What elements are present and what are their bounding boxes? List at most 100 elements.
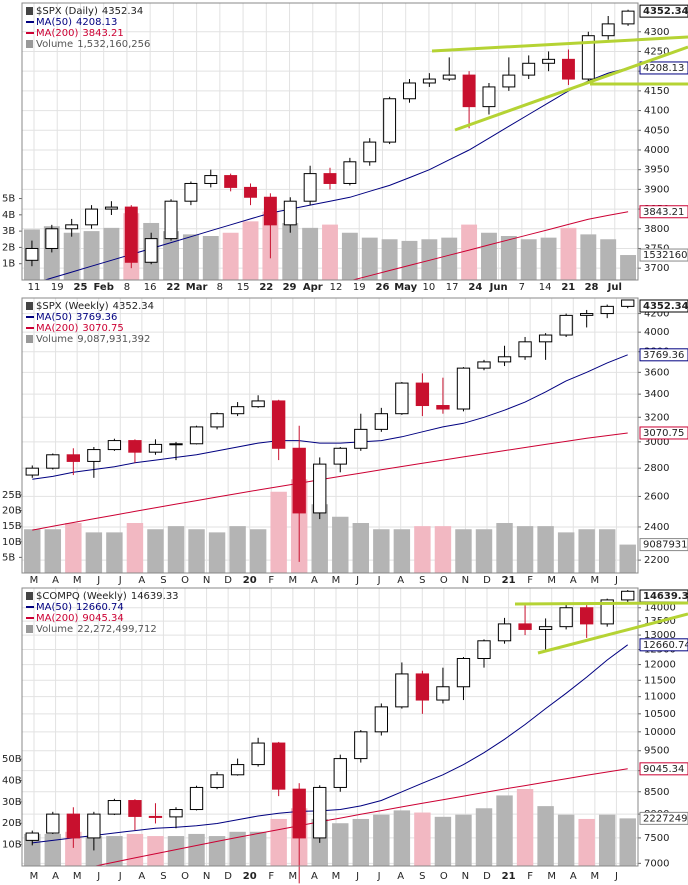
legend-title-value: 14639.33 (131, 591, 179, 602)
volume-bar (598, 814, 616, 866)
x-tick-label: O (181, 871, 189, 882)
y-tick-label: 9500 (644, 746, 669, 757)
x-tick-label: N (462, 871, 469, 882)
candle-body (107, 440, 122, 451)
candle-body (272, 742, 286, 790)
volume-bar (393, 810, 411, 866)
candle-body (580, 313, 594, 316)
volume-tick-label: 2B (2, 242, 15, 253)
volume-bar (126, 523, 144, 573)
volume-bar (619, 544, 636, 573)
candle-body (45, 228, 59, 249)
volume-tick-label: 20B (2, 818, 22, 829)
x-tick-label: 8 (124, 282, 130, 293)
x-tick-label: J (355, 871, 359, 882)
candle-body (477, 640, 491, 659)
x-tick-label: S (419, 575, 425, 586)
x-tick-label: A (311, 575, 318, 586)
volume-tick-label: 50B (2, 754, 22, 765)
x-tick-label: J (118, 871, 122, 882)
candle-body (462, 74, 476, 108)
y-tick-label: 7500 (644, 833, 669, 844)
candle-body (87, 449, 101, 462)
y-tick-label: 14000 (644, 603, 676, 614)
x-tick-label: 19 (51, 282, 64, 293)
volume-tick-label: 25B (2, 490, 22, 501)
x-tick-label: D (224, 575, 232, 586)
volume-bar (500, 236, 517, 280)
ma200-last-label: 3843.21 (643, 207, 684, 218)
volume-bar (557, 532, 575, 573)
candle-body (66, 454, 80, 462)
x-tick-label: 15 (237, 282, 250, 293)
legend-entry: MA(50) 12660.74 (36, 602, 124, 613)
x-tick-label: Jun (489, 282, 508, 293)
volume-bar (24, 529, 41, 573)
volume-tick-label: 15B (2, 521, 22, 532)
legend-value: 9045.34 (82, 613, 123, 624)
candle-body (263, 196, 277, 226)
x-tick-label: O (181, 575, 189, 586)
candle-body (477, 361, 491, 369)
y-tick-label: 3400 (644, 389, 669, 400)
legend-value: 3769.36 (76, 312, 117, 323)
volume-bar (332, 516, 349, 573)
x-tick-label: 19 (353, 282, 366, 293)
candle-body (251, 400, 265, 408)
moving-average-line (32, 432, 628, 531)
x-tick-label: 8 (217, 282, 223, 293)
candle-body (128, 800, 142, 817)
x-tick-label: 22 (259, 282, 273, 293)
candle-body (313, 463, 327, 514)
candle-body (85, 208, 99, 226)
candle-body (292, 788, 306, 839)
volume-tick-label: 10B (2, 537, 22, 548)
candle-body (333, 758, 347, 788)
x-tick-label: May (394, 282, 417, 293)
legend-name: Volume (36, 334, 73, 345)
candle-body (169, 809, 183, 818)
y-tick-label: 13000 (644, 630, 676, 641)
ma50-last-label-box (639, 61, 688, 75)
volume-bar (249, 831, 267, 866)
candle-body (497, 356, 512, 363)
ma200-last-label-box (639, 205, 688, 219)
legend-name: MA(200) (36, 323, 78, 334)
x-tick-label: J (614, 871, 618, 882)
volume-bar (598, 529, 616, 573)
candle-body (343, 161, 357, 184)
volume-tick-label: 10B (2, 840, 22, 851)
volume-bar (270, 491, 287, 573)
last-price-label: 4352.34 (643, 6, 688, 17)
x-tick-label: A (570, 871, 577, 882)
x-tick-label: F (268, 871, 274, 882)
candle-body (581, 35, 595, 80)
x-tick-label: M (591, 871, 600, 882)
volume-bar (270, 818, 287, 866)
candle-body (395, 673, 409, 708)
volume-bar (167, 836, 185, 866)
volume-bar (182, 234, 199, 280)
x-tick-label: S (160, 871, 166, 882)
x-tick-label: J (118, 575, 122, 586)
x-tick-label: D (483, 575, 491, 586)
volume-tick-label: 40B (2, 775, 22, 786)
volume-bar (441, 237, 458, 280)
candle-body (169, 443, 183, 446)
candle-body (497, 623, 512, 642)
candle-body (415, 382, 430, 407)
ma50-last-label-box (639, 348, 688, 362)
candle-body (124, 206, 138, 263)
x-tick-label: M (547, 575, 556, 586)
volume-bar (401, 240, 418, 280)
volume-bar (619, 818, 636, 866)
volume-bar (393, 529, 411, 573)
volume-bar (222, 232, 239, 280)
candle-body (87, 813, 101, 839)
candle-body (621, 299, 635, 307)
ma200-last-label-box (639, 762, 688, 776)
volume-bar (147, 529, 164, 573)
legend-title-name: $SPX (Daily) (36, 6, 98, 17)
legend-name: MA(50) (36, 312, 72, 323)
legend-icon (26, 592, 33, 600)
